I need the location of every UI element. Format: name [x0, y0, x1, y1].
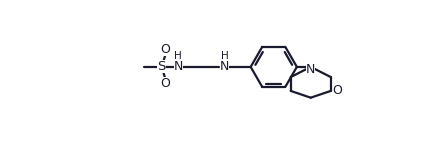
Text: N: N — [220, 60, 229, 73]
Text: N: N — [306, 63, 315, 76]
Text: O: O — [333, 84, 343, 97]
Text: O: O — [160, 43, 170, 56]
Text: S: S — [157, 60, 166, 73]
Text: O: O — [160, 77, 170, 90]
Text: N: N — [174, 60, 183, 73]
Text: H: H — [174, 51, 182, 61]
Text: H: H — [221, 51, 228, 61]
